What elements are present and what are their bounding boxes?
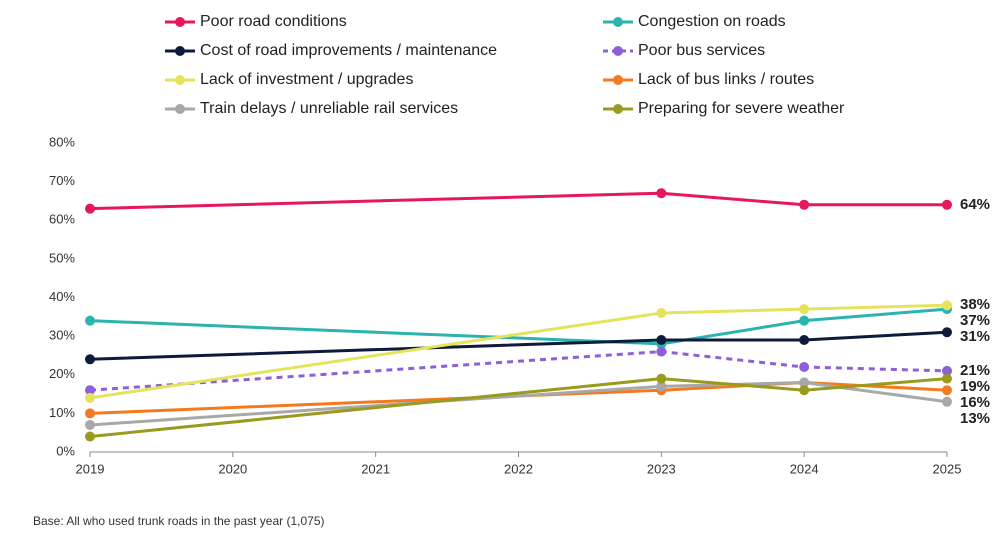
series-line xyxy=(89,303,948,400)
legend-marker xyxy=(175,104,185,114)
data-point xyxy=(656,373,667,384)
data-point xyxy=(942,373,952,384)
data-point xyxy=(85,392,95,403)
end-label: 16% xyxy=(960,394,990,411)
series-line xyxy=(89,307,948,346)
end-label: 31% xyxy=(960,328,990,345)
legend-marker xyxy=(175,46,185,56)
data-point xyxy=(942,385,952,396)
data-point xyxy=(656,307,667,318)
data-point xyxy=(656,346,667,357)
data-point xyxy=(799,199,810,210)
end-label: 13% xyxy=(960,410,990,427)
end-label: 38% xyxy=(960,296,990,313)
legend-marker xyxy=(175,75,185,85)
data-point xyxy=(942,327,952,338)
end-label: 64% xyxy=(960,196,990,213)
legend-label: Lack of investment / upgrades xyxy=(200,71,413,88)
data-point xyxy=(799,315,810,326)
legend-label: Congestion on roads xyxy=(638,13,786,30)
data-point xyxy=(656,188,667,199)
legend-label: Lack of bus links / routes xyxy=(638,71,814,88)
series-line xyxy=(89,377,948,439)
data-point xyxy=(85,354,95,365)
x-tick-label: 2021 xyxy=(361,461,390,476)
y-tick-label: 20% xyxy=(49,366,75,381)
data-point xyxy=(942,199,952,210)
data-point xyxy=(85,419,95,430)
y-tick-label: 10% xyxy=(49,405,75,420)
legend-label: Preparing for severe weather xyxy=(638,100,845,117)
data-point xyxy=(85,315,95,326)
end-label: 37% xyxy=(960,312,990,329)
data-point xyxy=(799,362,810,373)
legend-label: Cost of road improvements / maintenance xyxy=(200,42,497,59)
legend-marker xyxy=(613,17,623,27)
data-point xyxy=(85,431,95,442)
y-tick-label: 50% xyxy=(49,250,75,265)
data-point xyxy=(799,385,810,396)
data-point xyxy=(799,334,810,345)
x-tick-label: 2025 xyxy=(933,461,962,476)
data-point xyxy=(85,203,95,214)
legend-label: Train delays / unreliable rail services xyxy=(200,100,458,117)
data-point xyxy=(656,381,667,392)
series-line xyxy=(89,350,948,392)
y-tick-label: 70% xyxy=(49,173,75,188)
end-label: 21% xyxy=(960,362,990,379)
series-line xyxy=(89,380,948,415)
x-tick-label: 2019 xyxy=(76,461,105,476)
legend-label: Poor bus services xyxy=(638,42,765,59)
series-line xyxy=(89,330,948,361)
y-tick-label: 80% xyxy=(49,134,75,149)
end-label: 19% xyxy=(960,378,990,395)
data-point xyxy=(942,300,952,311)
x-tick-label: 2022 xyxy=(504,461,533,476)
y-tick-label: 60% xyxy=(49,212,75,227)
x-tick-label: 2024 xyxy=(790,461,819,476)
legend-marker xyxy=(175,17,185,27)
data-point xyxy=(85,385,95,396)
legend-label: Poor road conditions xyxy=(200,13,347,30)
y-tick-label: 40% xyxy=(49,289,75,304)
data-point xyxy=(799,304,810,315)
legend-marker xyxy=(613,46,623,56)
data-point xyxy=(656,334,667,345)
x-tick-label: 2023 xyxy=(647,461,676,476)
data-point xyxy=(799,377,810,388)
legend-marker xyxy=(613,104,623,114)
y-tick-label: 0% xyxy=(56,443,75,458)
series-line xyxy=(89,191,947,211)
y-tick-label: 30% xyxy=(49,328,75,343)
data-point xyxy=(942,396,952,407)
data-point xyxy=(85,408,95,419)
footnote: Base: All who used trunk roads in the pa… xyxy=(33,514,325,528)
legend-marker xyxy=(613,75,623,85)
data-point xyxy=(942,365,952,376)
x-tick-label: 2020 xyxy=(218,461,247,476)
